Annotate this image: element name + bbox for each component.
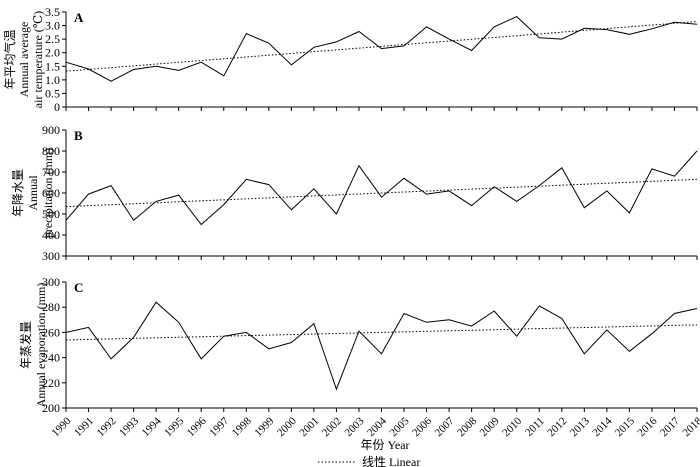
legend-label: 线性 Linear xyxy=(362,455,420,467)
y-tick-label: 260 xyxy=(42,325,60,339)
x-tick-label: 2005 xyxy=(388,415,412,439)
x-tick-label: 2002 xyxy=(320,415,344,439)
y-tick-label: 900 xyxy=(42,123,60,137)
x-tick-label: 2012 xyxy=(545,415,569,439)
x-tick-label: 1994 xyxy=(140,415,164,439)
panel-letter: C xyxy=(74,280,83,295)
x-tick-label: 1996 xyxy=(185,415,209,439)
x-tick-label: 1992 xyxy=(95,415,119,439)
x-tick-label: 2015 xyxy=(613,415,637,439)
x-tick-label: 2007 xyxy=(433,415,457,439)
y-axis-label: air temperature (℃) xyxy=(31,11,45,108)
x-tick-label: 2006 xyxy=(410,415,434,439)
y-axis-label: precipitation (mm) xyxy=(41,148,55,238)
y-tick-label: 1.5 xyxy=(45,59,60,73)
x-tick-label: 2008 xyxy=(455,415,479,439)
y-tick-label: 200 xyxy=(42,401,60,415)
x-tick-label: 2004 xyxy=(365,415,389,439)
trend-line xyxy=(65,324,698,341)
panel-b: 300 400 500 600 700 800 900 B 年降水量 Annual precipit… xyxy=(11,123,698,263)
y-tick-label: 700 xyxy=(42,165,60,179)
y-tick-label: 3.0 xyxy=(45,19,60,33)
y-axis-label: Annual xyxy=(26,175,40,211)
x-tick-label: 1993 xyxy=(117,415,141,439)
y-tick-label: 280 xyxy=(42,300,60,314)
x-tick-label: 1995 xyxy=(162,415,186,439)
y-tick-label: 2.5 xyxy=(45,32,60,46)
x-tick-label: 2003 xyxy=(342,415,366,439)
x-tick-label: 2010 xyxy=(500,415,524,439)
y-tick-label: 220 xyxy=(42,376,60,390)
panel-c: 200 220 240 260 280 300 C 年蒸发量 Annual evaporatio… xyxy=(18,275,698,415)
y-tick-label: 400 xyxy=(42,228,60,242)
y-axis-label: Annual average xyxy=(17,22,31,98)
y-tick-label: 300 xyxy=(42,249,60,263)
y-tick-label: 240 xyxy=(42,351,60,365)
y-axis-label: 年蒸发量 xyxy=(18,321,33,369)
x-axis-title: 年份 Year xyxy=(360,438,409,452)
y-tick-label: 600 xyxy=(42,186,60,200)
x-tick-label: 1999 xyxy=(252,415,276,439)
x-tick-label: 1997 xyxy=(207,415,231,439)
y-tick-label: 800 xyxy=(42,144,60,158)
y-tick-label: 300 xyxy=(42,275,60,289)
x-tick-labels: 1990199119921993199419951996199719981999… xyxy=(50,415,700,439)
y-tick-label: 0.5 xyxy=(45,86,60,100)
trend-line xyxy=(65,178,698,208)
series-line xyxy=(65,150,698,226)
x-tick-label: 2000 xyxy=(275,415,299,439)
y-tick-label: 2.0 xyxy=(45,46,60,60)
x-tick-label: 2014 xyxy=(590,415,614,439)
x-tick-label: 1991 xyxy=(72,415,96,439)
trend-line xyxy=(65,21,698,72)
y-axis-label: 年降水量 xyxy=(11,169,25,217)
x-tick-label: 2017 xyxy=(658,415,682,439)
legend: 线性 Linear xyxy=(318,455,420,467)
panel-a: 00.51.01.52.02.53.03.5 A 年平均气温 Annual avera… xyxy=(2,5,698,114)
x-tick-label: 2001 xyxy=(297,415,321,439)
y-axis-label: Annual evaporation (mm) xyxy=(34,283,48,408)
x-tick-label: 2009 xyxy=(478,415,502,439)
panel-letter: B xyxy=(74,128,83,143)
series-line xyxy=(65,16,698,82)
y-tick-label: 3.5 xyxy=(45,5,60,19)
x-tick-label: 1990 xyxy=(50,415,74,439)
y-tick-label: 0 xyxy=(54,100,60,114)
panel-letter: A xyxy=(74,10,84,25)
x-tick-label: 2016 xyxy=(635,415,659,439)
x-tick-label: 2018 xyxy=(681,415,700,439)
x-tick-label: 1998 xyxy=(230,415,254,439)
y-tick-label: 1.0 xyxy=(45,73,60,87)
x-tick-label: 2011 xyxy=(523,415,547,439)
y-axis-label: 年平均气温 xyxy=(2,29,17,89)
y-tick-label: 500 xyxy=(42,207,60,221)
x-tick-label: 2013 xyxy=(568,415,592,439)
series-line xyxy=(65,301,698,391)
